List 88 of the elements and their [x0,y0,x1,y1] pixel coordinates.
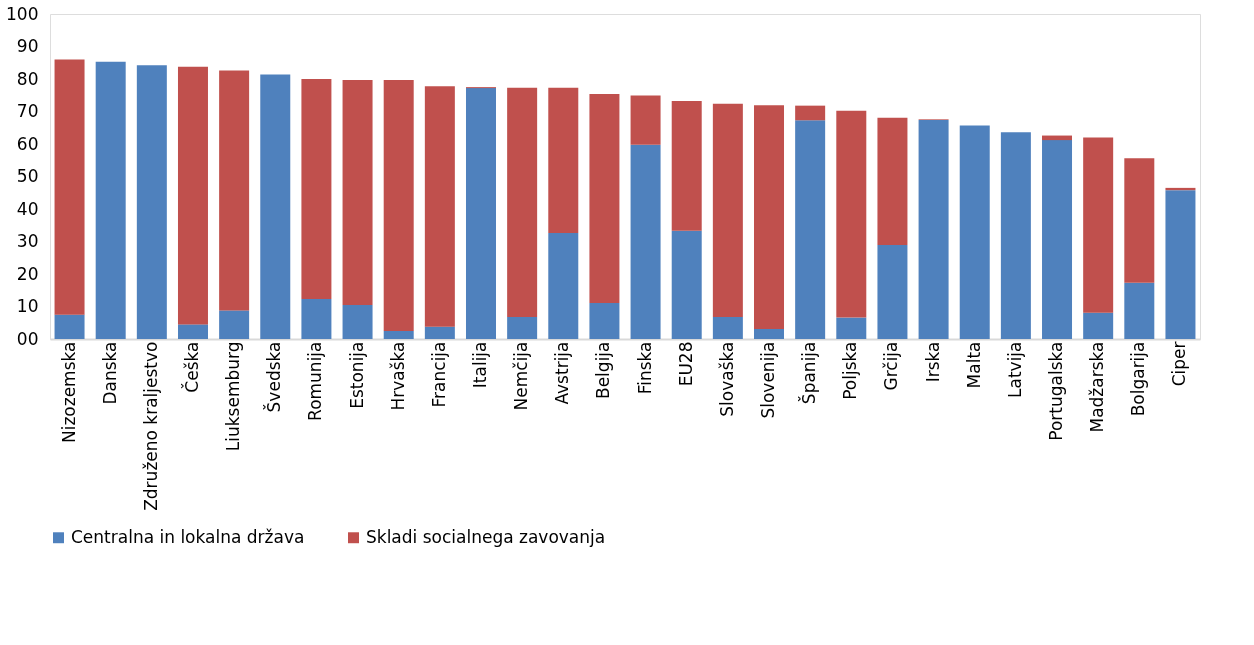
legend-label: Centralna in lokalna država [71,526,305,547]
x-tick-label: Estonija [346,341,367,409]
bar [712,316,743,339]
bar [795,105,826,121]
y-tick-label: 10 [16,296,39,316]
x-tick-label: Romunija [305,341,326,421]
bar [95,61,126,339]
bar [424,326,455,339]
x-tick-label: Belgija [593,341,614,399]
bar [54,314,85,339]
x-tick-label: Francija [428,341,449,408]
bar [589,302,620,339]
bar [507,87,538,317]
bar [754,328,785,339]
bar [301,299,332,339]
bar [301,79,332,300]
x-tick-label: Madžarska [1087,341,1108,433]
bar [177,66,208,325]
bar [424,86,455,327]
x-tick-label: Portugalska [1046,341,1067,441]
bar [1124,158,1155,283]
bar [836,317,867,339]
bar [177,324,208,339]
bar [465,88,496,339]
x-tick-label: Malta [963,341,984,389]
x-tick-label: Združeno kraljestvo [140,341,161,511]
x-tick-label: Grčija [881,341,902,391]
bar [136,65,167,339]
y-tick-label: 40 [16,198,39,219]
bar [918,119,949,339]
bar [589,93,620,303]
y-tick-label: 80 [16,68,39,89]
x-tick-label: Švedska [263,341,285,413]
bar [630,144,661,339]
bar [342,304,373,339]
x-tick-label: Bolgarija [1128,341,1149,417]
y-tick-label: 60 [16,133,39,154]
x-tick-label: Španija [798,341,820,405]
x-tick-label: Italija [469,341,490,389]
bar [959,125,990,339]
y-tick-label: 50 [16,166,39,186]
bar [1000,132,1031,339]
bar [219,70,250,311]
bar [754,105,785,329]
bar [260,74,291,339]
x-tick-label: Hrvaška [387,341,408,411]
x-tick-label: Slovaška [716,341,737,417]
y-tick-label: 70 [16,101,39,121]
bar [548,233,579,339]
legend-label: Skladi socialnega zavovanja [366,526,606,547]
bar [836,110,867,318]
bar [1083,137,1114,313]
x-tick-label: Finska [634,341,655,395]
bar [1042,140,1073,339]
y-tick-label: 90 [16,36,39,56]
bar [507,316,538,339]
x-tick-label: Avstrija [552,341,573,405]
x-tick-label: EU28 [675,341,696,387]
bar [671,230,702,339]
y-tick-label: 30 [16,231,39,251]
x-tick-label: Danska [99,341,120,405]
bar [712,103,743,317]
bar [548,87,579,234]
bar [383,79,414,331]
bar [1124,282,1155,339]
x-tick-label: Nemčija [511,341,532,411]
x-tick-label: Nizozemska [58,341,79,444]
bar [383,330,414,339]
bar [877,117,908,246]
bar [630,95,661,145]
x-tick-label: Liuksemburg [223,341,244,452]
bar [795,120,826,339]
y-tick-label: 20 [16,263,39,284]
bar [1083,312,1114,339]
y-tick-label: 100 [6,3,39,24]
y-tick-label: 00 [16,328,39,349]
x-tick-label: Slovenija [758,341,779,419]
bar [342,79,373,305]
x-tick-label: Češka [180,341,202,393]
x-tick-label: Ciper [1169,341,1190,387]
bar [219,310,250,339]
bar [671,101,702,231]
bar [1165,190,1196,339]
x-tick-label: Poljska [840,341,861,400]
bar [877,245,908,339]
bar [54,59,85,315]
x-tick-label: Irska [922,341,943,383]
x-tick-label: Latvija [1004,341,1025,398]
